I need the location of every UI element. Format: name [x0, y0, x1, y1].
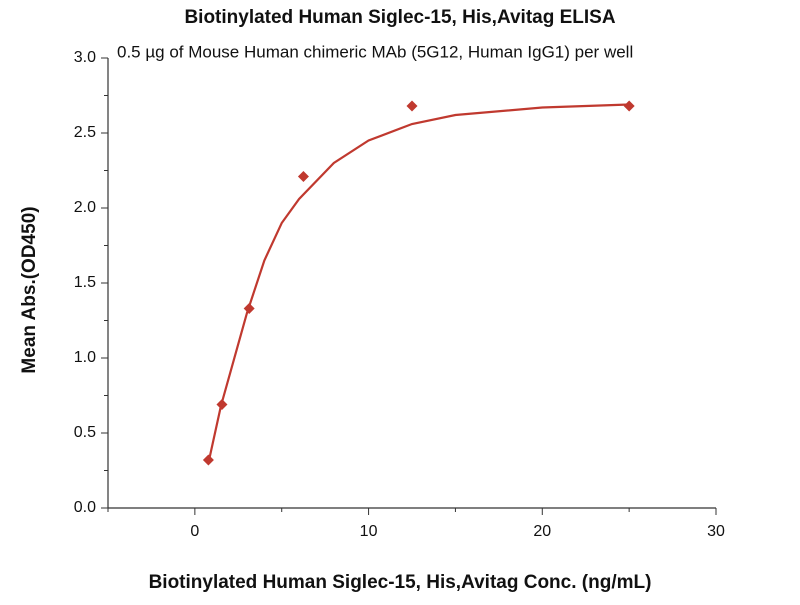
data-point — [623, 100, 635, 112]
x-axis-label: Biotinylated Human Siglec-15, His,Avitag… — [149, 572, 652, 593]
data-point — [406, 100, 418, 112]
y-tick-label: 2.0 — [74, 199, 96, 216]
chart-subtitle: 0.5 µg of Mouse Human chimeric MAb (5G12… — [117, 42, 633, 61]
y-tick-label: 1.0 — [74, 349, 96, 366]
y-axis-label: Mean Abs.(OD450) — [19, 206, 40, 373]
y-tick-label: 0.0 — [74, 499, 96, 516]
fit-curve — [207, 103, 630, 464]
data-point — [297, 171, 309, 182]
x-tick-label: 30 — [707, 523, 725, 540]
chart-title: Biotinylated Human Siglec-15, His,Avitag… — [184, 7, 615, 28]
x-tick-label: 20 — [533, 523, 551, 540]
y-tick-label: 1.5 — [74, 274, 96, 291]
y-tick-label: 0.5 — [74, 424, 96, 441]
x-tick-label: 10 — [360, 523, 378, 540]
x-tick-label: 0 — [190, 523, 199, 540]
y-tick-label: 2.5 — [74, 124, 96, 141]
y-tick-label: 3.0 — [74, 49, 96, 66]
